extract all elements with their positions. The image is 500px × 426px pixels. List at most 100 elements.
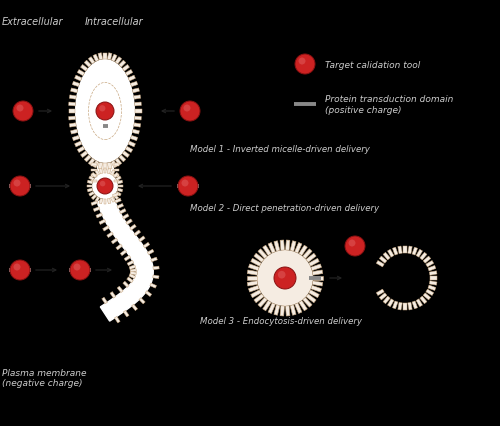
Polygon shape xyxy=(306,253,316,262)
Polygon shape xyxy=(130,82,138,87)
Polygon shape xyxy=(126,70,132,77)
Polygon shape xyxy=(88,189,93,193)
Circle shape xyxy=(178,177,198,196)
Polygon shape xyxy=(408,246,412,254)
Circle shape xyxy=(182,180,188,187)
Polygon shape xyxy=(116,176,121,181)
Polygon shape xyxy=(127,277,133,283)
Polygon shape xyxy=(139,298,145,304)
Polygon shape xyxy=(70,89,78,94)
Polygon shape xyxy=(102,226,110,231)
Polygon shape xyxy=(135,110,141,113)
Polygon shape xyxy=(426,261,434,267)
Polygon shape xyxy=(132,130,140,135)
Text: Extracellular: Extracellular xyxy=(2,17,64,27)
Text: Plasma membrane
(negative charge): Plasma membrane (negative charge) xyxy=(2,368,86,388)
Polygon shape xyxy=(286,306,290,316)
Polygon shape xyxy=(68,110,75,113)
Polygon shape xyxy=(130,136,138,141)
Circle shape xyxy=(100,181,105,187)
Polygon shape xyxy=(145,291,152,297)
Circle shape xyxy=(14,264,20,271)
Polygon shape xyxy=(117,204,123,209)
Polygon shape xyxy=(383,253,390,260)
Polygon shape xyxy=(426,289,434,296)
Polygon shape xyxy=(115,158,121,166)
Polygon shape xyxy=(132,89,140,94)
Polygon shape xyxy=(94,207,100,212)
Polygon shape xyxy=(92,173,96,178)
Polygon shape xyxy=(91,180,96,183)
Polygon shape xyxy=(250,259,261,267)
Polygon shape xyxy=(428,285,436,291)
Polygon shape xyxy=(119,61,126,68)
Polygon shape xyxy=(423,256,430,264)
Polygon shape xyxy=(258,298,268,308)
Polygon shape xyxy=(151,258,158,262)
Polygon shape xyxy=(117,287,123,293)
Polygon shape xyxy=(99,169,103,174)
Polygon shape xyxy=(117,181,122,184)
Polygon shape xyxy=(130,225,136,230)
Polygon shape xyxy=(95,170,100,176)
Circle shape xyxy=(257,250,313,306)
Polygon shape xyxy=(248,286,259,292)
Polygon shape xyxy=(309,290,320,298)
Polygon shape xyxy=(89,176,94,181)
Polygon shape xyxy=(309,259,320,267)
Text: Intracellular: Intracellular xyxy=(85,17,144,27)
Polygon shape xyxy=(280,240,284,250)
Polygon shape xyxy=(274,241,280,252)
Polygon shape xyxy=(132,305,138,311)
Polygon shape xyxy=(262,246,271,256)
Polygon shape xyxy=(299,301,308,311)
Polygon shape xyxy=(99,220,105,225)
Polygon shape xyxy=(114,175,119,177)
Polygon shape xyxy=(398,246,402,254)
Polygon shape xyxy=(107,199,111,204)
Circle shape xyxy=(345,236,365,256)
Polygon shape xyxy=(110,170,115,176)
Polygon shape xyxy=(126,147,132,153)
Polygon shape xyxy=(286,240,290,250)
Polygon shape xyxy=(93,161,99,168)
Polygon shape xyxy=(294,243,302,253)
Polygon shape xyxy=(108,54,112,60)
Polygon shape xyxy=(104,53,106,60)
Polygon shape xyxy=(117,189,122,193)
Polygon shape xyxy=(70,96,76,100)
Polygon shape xyxy=(93,55,99,62)
Polygon shape xyxy=(404,246,406,253)
Polygon shape xyxy=(388,250,394,258)
Circle shape xyxy=(295,55,315,75)
Polygon shape xyxy=(112,239,118,244)
Polygon shape xyxy=(110,292,116,299)
Polygon shape xyxy=(302,249,312,259)
Polygon shape xyxy=(111,161,117,168)
Circle shape xyxy=(10,177,30,196)
Polygon shape xyxy=(392,301,398,309)
Text: Protein transduction domain
(positive charge): Protein transduction domain (positive ch… xyxy=(325,95,454,115)
Polygon shape xyxy=(91,175,96,177)
Polygon shape xyxy=(122,65,130,72)
Polygon shape xyxy=(72,136,80,141)
Text: Model 1 - Inverted micelle-driven delivery: Model 1 - Inverted micelle-driven delive… xyxy=(190,144,370,153)
Polygon shape xyxy=(91,201,98,206)
Circle shape xyxy=(16,105,24,112)
Polygon shape xyxy=(88,181,93,184)
Polygon shape xyxy=(290,241,296,252)
Polygon shape xyxy=(112,193,119,198)
Polygon shape xyxy=(95,197,100,203)
Polygon shape xyxy=(110,197,115,203)
Polygon shape xyxy=(299,246,308,256)
Polygon shape xyxy=(107,169,111,174)
Polygon shape xyxy=(302,298,312,308)
Circle shape xyxy=(74,264,80,271)
Polygon shape xyxy=(91,169,96,172)
Polygon shape xyxy=(115,58,121,65)
Polygon shape xyxy=(80,152,88,158)
Polygon shape xyxy=(134,103,141,106)
Polygon shape xyxy=(148,250,154,255)
Polygon shape xyxy=(248,265,259,271)
Polygon shape xyxy=(250,290,261,298)
